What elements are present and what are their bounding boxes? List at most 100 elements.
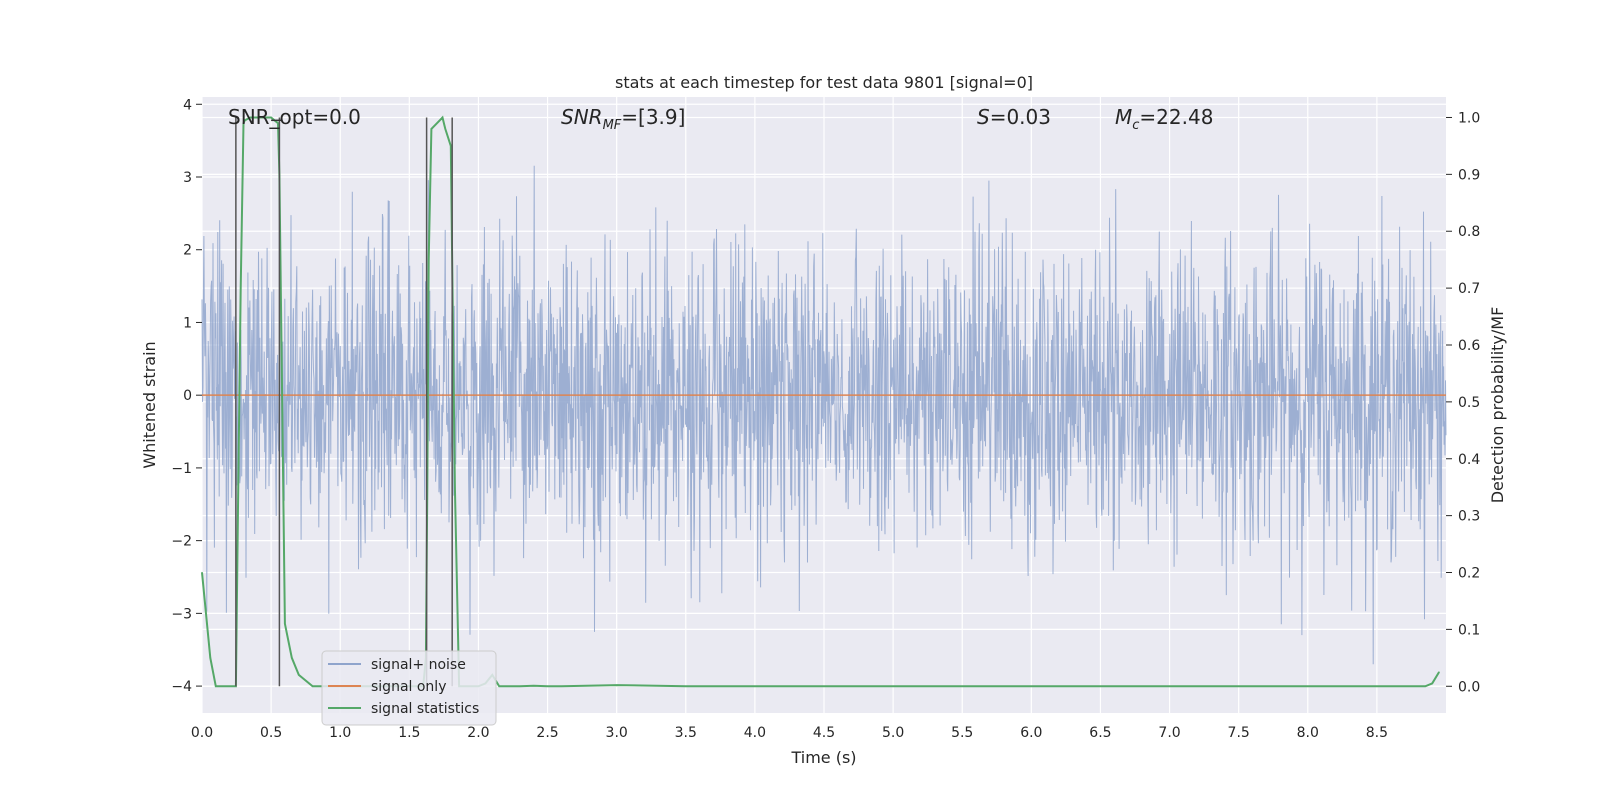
signal-statistics-point xyxy=(244,119,246,121)
x-tick-label: 4.0 xyxy=(744,725,766,741)
y-axis-left-ticks: 4 3 2 1 0 −1 −2 −3 −4 xyxy=(171,97,202,695)
signal-statistics-point xyxy=(560,685,562,687)
signal-statistics-point xyxy=(1424,685,1426,687)
annotation-mc: Mc=22.48 xyxy=(1115,105,1213,133)
legend-box xyxy=(321,650,497,726)
signal-statistics-point xyxy=(277,122,279,124)
signal-statistics-point xyxy=(533,685,535,687)
noise-trace xyxy=(201,165,1447,665)
y-tick-label-left: −4 xyxy=(171,679,192,695)
y-tick-label-left: −2 xyxy=(171,534,192,550)
signal-statistics-point xyxy=(209,657,211,659)
annotation-s: S=0.03 xyxy=(977,105,1051,129)
signal-statistics-point xyxy=(519,685,521,687)
y-axis-right-ticks: 1.0 0.9 0.8 0.7 0.6 0.5 0.4 0.3 0.2 0.1 0.0 xyxy=(1446,110,1480,695)
x-tick-label: 3.5 xyxy=(675,725,697,741)
signal-statistics-point xyxy=(263,116,265,119)
x-tick-label: 2.0 xyxy=(467,725,489,741)
signal-statistics-point xyxy=(892,685,894,687)
y-tick-label-left: −1 xyxy=(171,461,192,477)
signal-statistics-point xyxy=(428,259,430,261)
signal-statistics-point xyxy=(311,685,314,687)
s-value: =0.03 xyxy=(990,105,1051,129)
signal-statistics-point xyxy=(229,685,231,687)
y-tick-label-left: 3 xyxy=(183,170,192,186)
y-tick-label-right: 1.0 xyxy=(1458,110,1480,126)
x-tick-label: 7.0 xyxy=(1158,725,1180,741)
signal-statistics-point xyxy=(256,116,258,119)
signal-statistics-point xyxy=(270,116,272,119)
s-symbol: S xyxy=(977,105,990,129)
y-tick-label-right: 0.4 xyxy=(1458,452,1480,468)
x-tick-label: 0.0 xyxy=(191,725,213,741)
y-tick-label-right: 0.6 xyxy=(1458,338,1480,354)
x-tick-label: 8.0 xyxy=(1297,725,1319,741)
y-tick-label-right: 0.3 xyxy=(1458,509,1480,525)
legend: signal+ noise signal only signal statist… xyxy=(321,650,497,726)
x-axis-label: Time (s) xyxy=(790,748,856,767)
y-tick-label-right: 0.2 xyxy=(1458,566,1480,582)
annotation-snr-opt: SNR_opt=0.0 xyxy=(228,105,361,129)
x-tick-label: 5.0 xyxy=(882,725,904,741)
signal-statistics-point xyxy=(505,685,507,687)
signal-statistics-point xyxy=(242,122,245,124)
y-axis-left-label: Whitened strain xyxy=(140,341,159,468)
snr-mf-value: =[3.9] xyxy=(621,105,685,129)
y-tick-label-left: 2 xyxy=(183,243,192,259)
signal-statistics-point xyxy=(498,685,500,687)
y-tick-label-right: 0.0 xyxy=(1458,679,1480,695)
mc-sub: c xyxy=(1132,118,1139,133)
x-tick-label: 7.5 xyxy=(1228,725,1250,741)
legend-label-signal-noise: signal+ noise xyxy=(371,657,466,673)
signal-statistics-point xyxy=(284,623,286,625)
x-tick-label: 6.5 xyxy=(1089,725,1111,741)
y-tick-label-left: 0 xyxy=(183,388,192,404)
snr-mf-main: SNR xyxy=(561,105,603,129)
signal-statistics-point xyxy=(249,116,251,119)
signal-statistics-point xyxy=(436,122,438,124)
signal-statistics-point xyxy=(616,684,618,686)
signal-statistics-point xyxy=(237,515,239,517)
signal-statistics-point xyxy=(201,571,203,574)
signal-statistics-point xyxy=(1030,685,1032,687)
signal-statistics-point xyxy=(215,685,217,687)
y-axis-right-label: Detection probability/MF xyxy=(1488,307,1507,504)
snr-mf-sub: MF xyxy=(603,118,622,133)
signal-statistics-point xyxy=(291,657,293,659)
y-tick-label-left: −3 xyxy=(171,606,192,622)
signal-statistics-point xyxy=(441,116,444,119)
signal-statistics-point xyxy=(450,145,452,147)
signal-statistics-point xyxy=(685,685,687,687)
signal-statistics-point xyxy=(444,128,446,130)
signal-statistics-point xyxy=(1307,685,1309,687)
signal-statistics-point xyxy=(240,287,242,289)
series-signal-noise xyxy=(201,165,1447,665)
marker-lines xyxy=(235,117,453,687)
x-tick-label: 5.5 xyxy=(951,725,973,741)
legend-label-signal-statistics: signal statistics xyxy=(371,701,479,717)
y-tick-label-left: 4 xyxy=(183,97,192,113)
legend-label-signal-only: signal only xyxy=(371,679,446,695)
x-axis-ticks: 0.0 0.5 1.0 1.5 2.0 2.5 3.0 3.5 4.0 4.5 5.0 5.5 6.0 6… xyxy=(191,725,1388,741)
signal-statistics-point xyxy=(754,685,756,687)
signal-statistics-point xyxy=(454,486,456,488)
x-tick-label: 8.5 xyxy=(1366,725,1388,741)
x-tick-label: 1.5 xyxy=(398,725,420,741)
x-tick-label: 0.5 xyxy=(260,725,282,741)
x-tick-label: 6.0 xyxy=(1020,725,1042,741)
y-tick-label-left: 1 xyxy=(183,315,192,331)
signal-statistics-point xyxy=(546,685,549,687)
y-tick-label-right: 0.9 xyxy=(1458,167,1480,183)
signal-statistics-point xyxy=(298,674,300,676)
y-tick-label-right: 0.8 xyxy=(1458,224,1480,240)
chart-title: stats at each timestep for test data 980… xyxy=(615,73,1033,92)
y-tick-label-right: 0.7 xyxy=(1458,281,1480,297)
signal-statistics-point xyxy=(1431,682,1433,685)
signal-statistics-point xyxy=(222,685,224,687)
x-tick-label: 1.0 xyxy=(329,725,351,741)
mc-value: =22.48 xyxy=(1139,105,1213,129)
y-tick-label-right: 0.1 xyxy=(1458,622,1480,638)
signal-statistics-point xyxy=(1168,685,1171,687)
mc-symbol: M xyxy=(1115,105,1132,129)
